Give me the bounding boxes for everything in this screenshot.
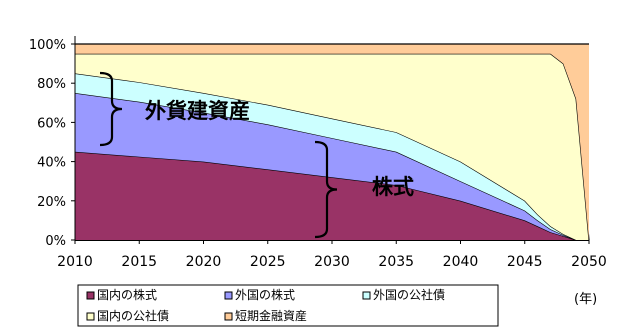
y-tick-label: 0%: [45, 234, 66, 249]
legend-swatch: [362, 291, 371, 300]
series-area-4: [75, 53, 589, 240]
x-tick-label: 2045: [507, 254, 543, 270]
x-tick-label: 2025: [250, 254, 286, 270]
y-tick-label: 80%: [37, 77, 66, 92]
legend-box: [77, 284, 499, 327]
brace-foreign-assets: [99, 71, 123, 147]
legend-label: 外国の公社債: [373, 287, 445, 302]
x-tick-label: 2035: [378, 254, 414, 270]
x-unit-label: (年): [574, 292, 597, 307]
x-ticks: 2010 2015 2020 2025 2030 2035 2040 2045 2050: [57, 240, 607, 270]
legend-swatch: [86, 312, 95, 321]
x-tick-label: 2040: [443, 254, 479, 270]
annotation-foreign-assets: 外貨建資産: [145, 99, 250, 123]
series-area-3: [75, 73, 589, 241]
x-tick-label: 2015: [121, 254, 157, 270]
x-tick-label: 2050: [571, 254, 607, 270]
x-tick-label: 2010: [57, 254, 93, 270]
legend-swatch: [86, 291, 95, 300]
annotation-stocks: 株式: [372, 175, 414, 199]
series-areas: [74, 43, 590, 241]
annotation-braces: [99, 71, 338, 239]
legend-label: 国内の株式: [97, 287, 157, 302]
brace-stocks: [314, 140, 338, 239]
legend-swatch: [224, 312, 233, 321]
y-tick-label: 100%: [29, 38, 66, 53]
x-tick-label: 2030: [314, 254, 350, 270]
legend-label: 外国の株式: [235, 287, 295, 302]
legend-label: 国内の公社債: [97, 308, 169, 323]
y-tick-label: 20%: [37, 195, 66, 210]
x-tick-label: 2020: [186, 254, 222, 270]
legend-label: 短期金融資産: [235, 308, 307, 323]
series-area-1: [75, 151, 589, 240]
legend-swatch: [224, 291, 233, 300]
y-tick-label: 40%: [37, 156, 66, 171]
series-area-2: [75, 93, 589, 240]
y-tick-label: 60%: [37, 116, 66, 131]
y-ticks: 0% 20% 40% 60% 80% 100%: [29, 38, 75, 249]
